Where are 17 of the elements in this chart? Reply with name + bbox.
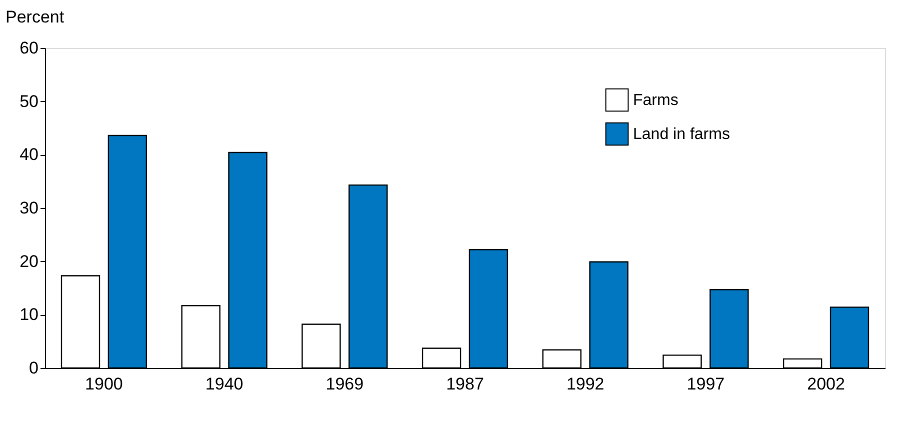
x-tick-label: 1992: [566, 374, 604, 394]
x-tick-label: 1969: [326, 374, 364, 394]
y-tick-label: 50: [20, 92, 38, 111]
legend-label: Farms: [633, 92, 678, 109]
x-tick-label: 2002: [807, 374, 845, 394]
y-tick-label: 60: [20, 38, 38, 58]
y-tick-label: 30: [20, 198, 38, 218]
y-tick-label: 40: [20, 145, 38, 164]
y-tick-label: 0: [29, 358, 38, 378]
legend-label: Land in farms: [633, 126, 730, 143]
x-tick-label: 1987: [446, 374, 484, 394]
x-tick-label: 1900: [85, 374, 123, 394]
y-axis-title: Percent: [6, 8, 64, 26]
x-tick-label: 1940: [205, 374, 244, 394]
y-tick-label: 20: [20, 252, 38, 271]
y-tick-label: 10: [20, 305, 38, 324]
x-tick-label: 1997: [686, 374, 725, 394]
